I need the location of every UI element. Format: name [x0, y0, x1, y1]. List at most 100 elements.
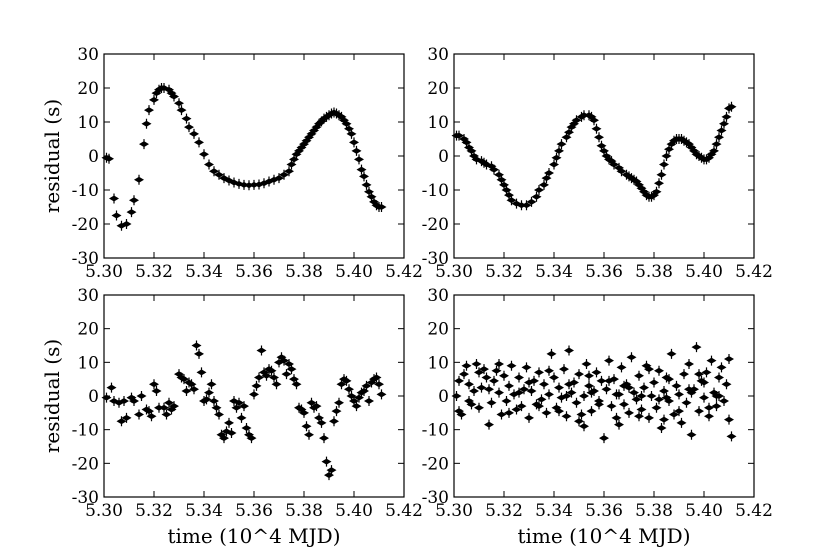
- data-point: [654, 394, 664, 405]
- data-point: [176, 105, 187, 116]
- data-point: [691, 149, 702, 160]
- data-point: [584, 380, 594, 391]
- x-axis-label: time (10^4 MJD): [167, 524, 340, 548]
- data-point: [574, 416, 584, 427]
- data-point: [506, 360, 517, 371]
- data-point: [629, 387, 639, 398]
- data-point: [636, 183, 647, 194]
- data-point: [549, 159, 559, 170]
- data-point: [249, 179, 259, 190]
- x-tick-label: 5.42: [735, 501, 773, 521]
- data-point: [316, 417, 327, 428]
- data-point: [304, 132, 314, 143]
- data-point: [174, 98, 184, 109]
- data-point: [176, 372, 187, 383]
- data-point: [299, 407, 309, 418]
- data-point: [526, 385, 537, 396]
- x-tick-label: 5.32: [485, 262, 523, 282]
- data-point: [209, 166, 219, 177]
- x-axis-label: time (10^4 MJD): [517, 524, 690, 548]
- data-point: [614, 419, 624, 430]
- data-point: [276, 352, 287, 363]
- data-point: [631, 394, 642, 405]
- data-point: [119, 396, 129, 407]
- data-point: [536, 394, 547, 405]
- data-point: [224, 175, 234, 186]
- data-point: [351, 145, 362, 156]
- x-tick-label: 5.34: [185, 262, 223, 282]
- y-tick-label: 0: [88, 147, 99, 167]
- data-point: [576, 409, 587, 420]
- data-point: [314, 412, 324, 423]
- data-point: [349, 137, 359, 148]
- data-point: [181, 385, 192, 396]
- data-point: [339, 115, 349, 126]
- y-tick-label: 10: [77, 353, 99, 373]
- data-point: [651, 186, 662, 197]
- data-point: [471, 154, 482, 165]
- data-point: [224, 417, 234, 428]
- data-point: [234, 397, 244, 408]
- data-point: [116, 416, 127, 427]
- data-point: [164, 84, 174, 95]
- data-point: [129, 396, 139, 407]
- data-point: [601, 151, 612, 161]
- data-point: [311, 401, 322, 412]
- data-point: [726, 101, 737, 112]
- data-point: [521, 200, 532, 211]
- data-point: [554, 382, 564, 393]
- data-point: [461, 360, 472, 371]
- data-point: [571, 115, 582, 126]
- x-tick-label: 5.40: [335, 262, 373, 282]
- data-point: [331, 406, 342, 417]
- data-point: [654, 365, 664, 376]
- data-point: [279, 355, 289, 366]
- data-point: [376, 389, 387, 400]
- data-point: [596, 140, 607, 151]
- x-tick-label: 5.36: [235, 501, 273, 521]
- data-point: [376, 202, 387, 212]
- data-point: [159, 402, 169, 413]
- data-point: [719, 118, 729, 129]
- data-point: [511, 198, 522, 209]
- data-point: [159, 83, 169, 93]
- data-point: [644, 412, 654, 423]
- data-point: [646, 391, 657, 401]
- data-point: [669, 135, 679, 146]
- data-point: [626, 352, 637, 363]
- data-point: [169, 91, 179, 102]
- data-point: [256, 345, 267, 356]
- data-point: [629, 174, 639, 185]
- data-point: [244, 429, 254, 440]
- data-point: [561, 411, 572, 422]
- panel-bottom-right: 5.30 5.32 5.34 5.36 5.38 5.40 5.42 -30 -20 -10 0 10…: [422, 286, 773, 548]
- data-point: [219, 433, 229, 444]
- data-point: [121, 219, 132, 229]
- data-point: [134, 409, 144, 420]
- y-tick-label: 10: [427, 353, 449, 373]
- data-point: [544, 365, 554, 376]
- data-point: [111, 210, 122, 221]
- data-point: [666, 348, 677, 359]
- data-point: [126, 392, 137, 403]
- data-point: [221, 426, 232, 437]
- y-tick-label: 0: [438, 387, 449, 407]
- data-point: [251, 380, 262, 391]
- data-point: [709, 387, 719, 398]
- data-point: [181, 113, 192, 124]
- data-point: [309, 125, 319, 136]
- data-point: [504, 380, 514, 391]
- data-point: [564, 379, 574, 390]
- data-point: [451, 391, 462, 401]
- data-point: [661, 392, 672, 403]
- data-point: [679, 135, 689, 146]
- data-point: [486, 161, 497, 172]
- data-point: [686, 142, 697, 153]
- y-tick-label: -10: [422, 421, 449, 441]
- x-tick-label: 5.38: [635, 262, 673, 282]
- data-point: [599, 145, 609, 156]
- x-tick-label: 5.42: [385, 501, 423, 521]
- data-point: [541, 407, 552, 418]
- data-point: [539, 379, 549, 390]
